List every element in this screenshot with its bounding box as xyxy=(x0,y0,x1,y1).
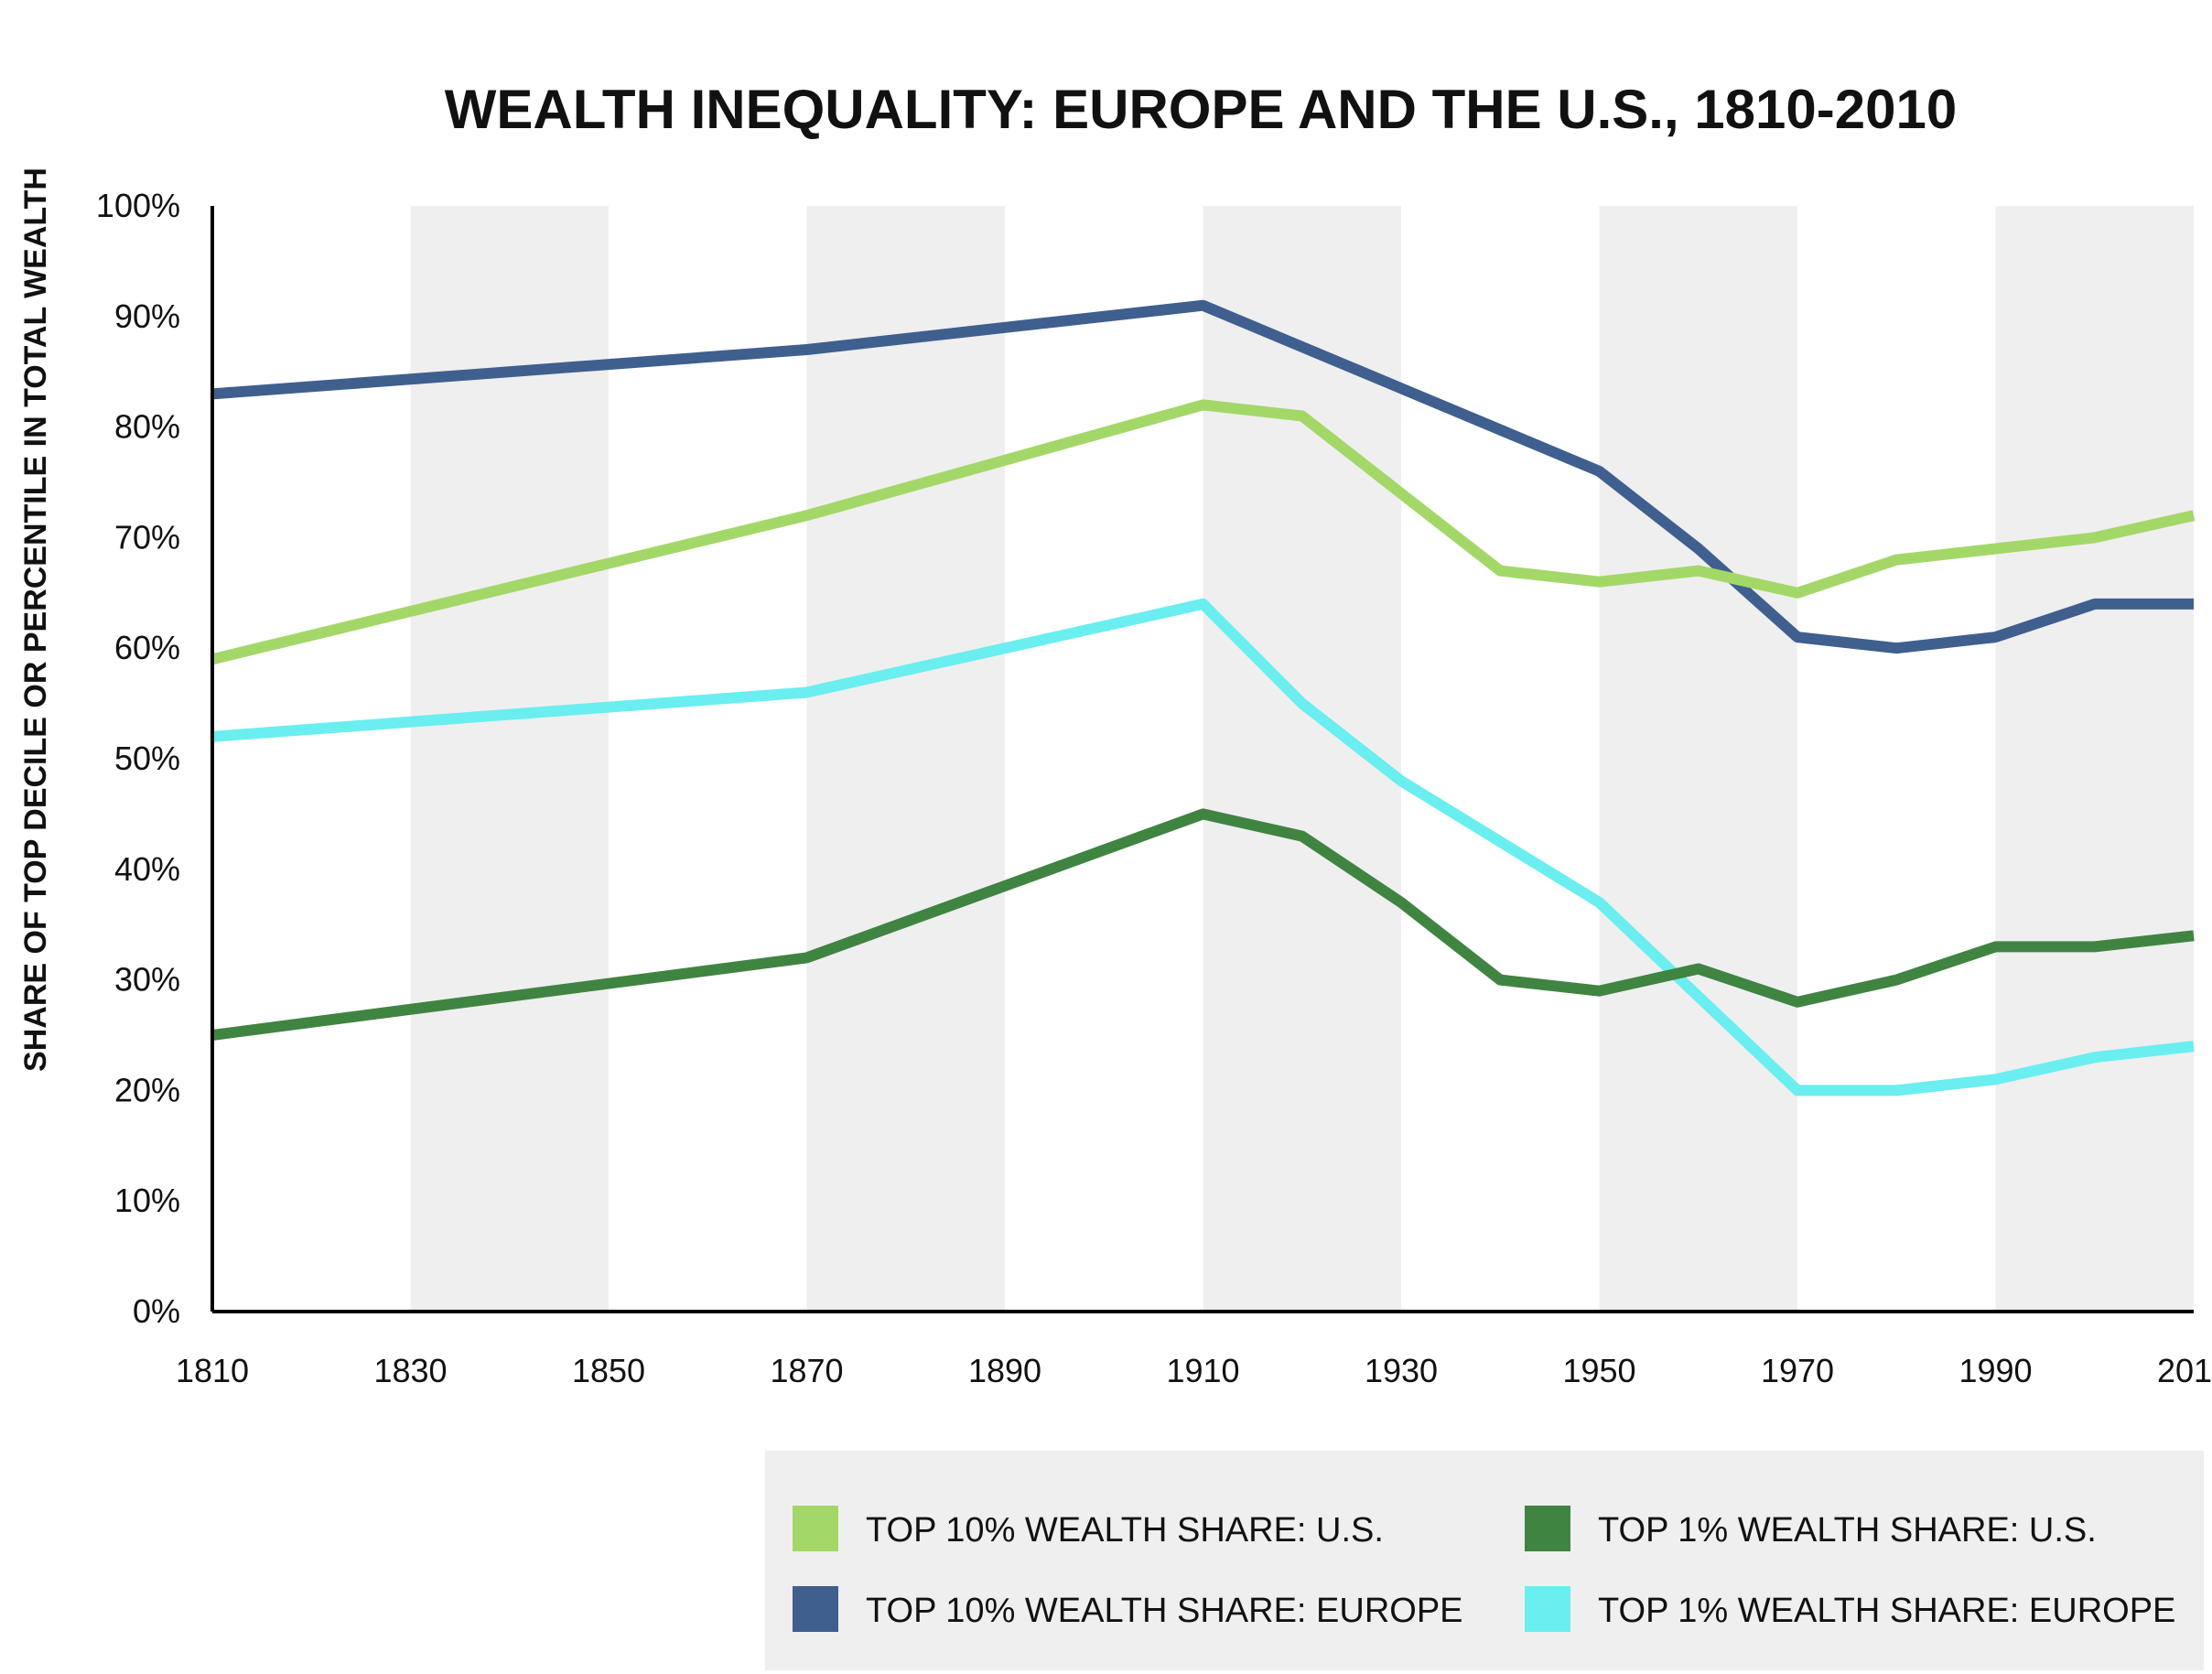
shaded-bands xyxy=(410,206,2194,1312)
x-tick-label: 1910 xyxy=(1166,1352,1239,1389)
series-line-0 xyxy=(211,299,2194,654)
x-tick-label: 1870 xyxy=(770,1352,843,1389)
shaded-band xyxy=(410,206,609,1312)
y-tick-label: 100% xyxy=(96,187,180,224)
y-tick-label: 90% xyxy=(114,297,180,335)
x-tick-labels: 1810 1830 1850 1870 1890 1910 1930 1950 1970 1990… xyxy=(176,1352,2212,1389)
x-tick-label: 2010 xyxy=(2157,1352,2212,1389)
legend: TOP 10% WEALTH SHARE: U.S. TOP 1% WEALTH … xyxy=(765,1451,2204,1670)
legend-swatch xyxy=(793,1586,838,1632)
y-tick-label: 60% xyxy=(114,629,180,666)
x-tick-label: 1810 xyxy=(176,1352,249,1389)
y-tick-label: 10% xyxy=(114,1182,180,1219)
legend-swatch xyxy=(1525,1506,1570,1551)
shaded-band xyxy=(1599,206,1797,1312)
x-tick-label: 1950 xyxy=(1562,1352,1635,1389)
y-tick-label: 0% xyxy=(133,1292,180,1330)
shaded-band xyxy=(1995,206,2194,1312)
legend-swatch xyxy=(793,1506,838,1551)
shaded-band xyxy=(806,206,1005,1312)
series-lines xyxy=(210,299,2196,1096)
y-tick-label: 50% xyxy=(114,740,180,777)
series-line-3 xyxy=(211,808,2195,1041)
x-tick-label: 1890 xyxy=(968,1352,1041,1389)
x-tick-label: 1990 xyxy=(1958,1352,2032,1389)
legend-label: TOP 10% WEALTH SHARE: U.S. xyxy=(866,1511,1384,1550)
y-axis-title: SHARE OF TOP DECILE OR PERCENTILE IN TOT… xyxy=(18,167,53,1072)
series-line-2 xyxy=(211,598,2195,1096)
legend-swatch xyxy=(1525,1586,1570,1632)
legend-background xyxy=(765,1451,2204,1670)
chart-title: WEALTH INEQUALITY: EUROPE AND THE U.S., … xyxy=(445,79,1958,140)
y-tick-label: 80% xyxy=(114,408,180,446)
legend-label: TOP 10% WEALTH SHARE: EUROPE xyxy=(866,1592,1463,1630)
y-tick-label: 30% xyxy=(114,961,180,999)
legend-label: TOP 1% WEALTH SHARE: U.S. xyxy=(1598,1511,2097,1550)
x-tick-label: 1970 xyxy=(1761,1352,1834,1389)
y-tick-labels: 0% 10% 20% 30% 40% 50% 60% 70% 80% 90% 100% xyxy=(96,187,180,1330)
legend-label: TOP 1% WEALTH SHARE: EUROPE xyxy=(1598,1592,2175,1630)
x-tick-label: 1850 xyxy=(572,1352,645,1389)
x-tick-label: 1830 xyxy=(373,1352,447,1389)
y-tick-label: 40% xyxy=(114,850,180,888)
axes xyxy=(210,206,2194,1313)
y-tick-label: 20% xyxy=(114,1071,180,1108)
x-tick-label: 1930 xyxy=(1365,1352,1438,1389)
series-line-1 xyxy=(210,399,2196,665)
y-tick-label: 70% xyxy=(114,518,180,556)
